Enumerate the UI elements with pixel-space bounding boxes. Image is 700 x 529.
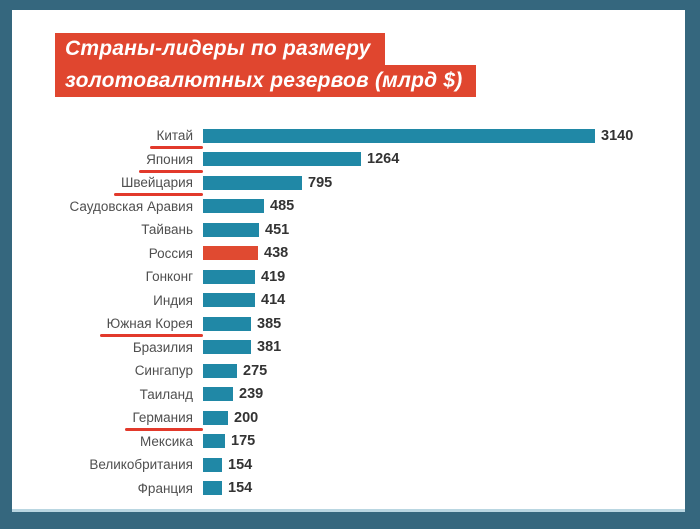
chart-title-line-1: Страны-лидеры по размеру — [55, 33, 385, 65]
bar — [203, 387, 233, 402]
country-label-text: Япония — [139, 151, 203, 173]
bar-chart: Китай 3140 Япония 1264 Швейцария 795 Саудовска… — [12, 124, 685, 500]
value-label: 381 — [257, 339, 282, 356]
value-label: 154 — [228, 456, 253, 473]
chart-row: Таиланд 239 — [12, 383, 685, 407]
country-label: Саудовская Аравия — [12, 199, 193, 214]
country-label-text: Таиланд — [139, 386, 193, 402]
chart-row: Южная Корея 385 — [12, 312, 685, 338]
value-label: 414 — [261, 292, 286, 309]
country-label-text: Франция — [137, 480, 193, 496]
country-label-text: Индия — [153, 292, 193, 308]
country-label-text: Швейцария — [113, 175, 204, 197]
country-label: Сингапур — [12, 363, 193, 378]
country-label-text: Мексика — [140, 433, 193, 449]
country-label-text: Гонконг — [145, 269, 193, 285]
chart-row: Сингапур 275 — [12, 359, 685, 383]
bar — [203, 410, 228, 425]
country-label: Бразилия — [12, 340, 193, 355]
bar — [203, 434, 225, 449]
country-label: Китай — [12, 128, 203, 150]
country-label: Германия — [12, 410, 203, 432]
chart-row: Великобритания 154 — [12, 453, 685, 477]
country-label: Россия — [12, 246, 193, 261]
chart-row: Гонконг 419 — [12, 265, 685, 289]
value-label: 200 — [234, 409, 259, 426]
value-label: 1264 — [367, 151, 400, 168]
bar — [203, 199, 264, 214]
chart-title-banner: Страны-лидеры по размеру золотовалютных … — [55, 33, 477, 97]
chart-row: Тайвань 451 — [12, 218, 685, 242]
country-label: Южная Корея — [12, 316, 204, 338]
chart-row: Германия 200 — [12, 406, 685, 432]
country-label-text: Тайвань — [141, 222, 193, 238]
bar — [203, 481, 222, 496]
country-label: Индия — [12, 293, 193, 308]
bar-highlighted — [203, 246, 258, 261]
value-label: 239 — [239, 386, 264, 403]
country-label-text: Бразилия — [132, 339, 193, 355]
country-label-text: Китай — [149, 128, 203, 150]
country-label: Франция — [12, 481, 193, 496]
chart-row: Франция 154 — [12, 477, 685, 501]
chart-row: Япония 1264 — [12, 148, 685, 173]
chart-row: Саудовская Аравия 485 — [12, 195, 685, 219]
bar — [203, 363, 237, 378]
chart-row: Бразилия 381 — [12, 336, 685, 360]
country-label: Таиланд — [12, 387, 193, 402]
value-label: 795 — [308, 174, 333, 191]
value-label: 385 — [257, 315, 282, 332]
bar — [203, 457, 222, 472]
value-label: 154 — [228, 480, 253, 497]
value-label: 175 — [231, 433, 256, 450]
bar — [203, 340, 251, 355]
value-label: 451 — [265, 221, 290, 238]
chart-row: Россия 438 — [12, 242, 685, 266]
country-label-text: Россия — [148, 245, 193, 261]
country-label: Великобритания — [12, 457, 193, 472]
country-label: Гонконг — [12, 269, 193, 284]
chart-row: Мексика 175 — [12, 430, 685, 454]
country-label: Япония — [12, 151, 203, 173]
bar — [203, 316, 251, 331]
value-label: 419 — [261, 268, 286, 285]
country-label: Швейцария — [12, 175, 204, 197]
chart-title-line-2: золотовалютных резервов (млрд $) — [55, 65, 477, 97]
infographic-panel: Страны-лидеры по размеру золотовалютных … — [12, 10, 685, 512]
chart-row: Китай 3140 — [12, 124, 685, 150]
bar — [203, 269, 255, 284]
bar — [203, 152, 361, 167]
bar — [203, 293, 255, 308]
country-label-text: Сингапур — [134, 363, 193, 379]
bar — [203, 128, 595, 143]
bar — [203, 222, 259, 237]
value-label: 3140 — [601, 127, 634, 144]
value-label: 485 — [270, 198, 295, 215]
country-label-text: Саудовская Аравия — [69, 198, 193, 214]
value-label: 275 — [243, 362, 268, 379]
country-label-text: Южная Корея — [99, 316, 204, 338]
value-label: 438 — [264, 245, 289, 262]
chart-row: Швейцария 795 — [12, 171, 685, 197]
country-label-text: Великобритания — [89, 457, 193, 473]
chart-row: Индия 414 — [12, 289, 685, 313]
country-label: Тайвань — [12, 222, 193, 237]
country-label-text: Германия — [125, 410, 203, 432]
country-label: Мексика — [12, 434, 193, 449]
bar — [203, 175, 302, 190]
